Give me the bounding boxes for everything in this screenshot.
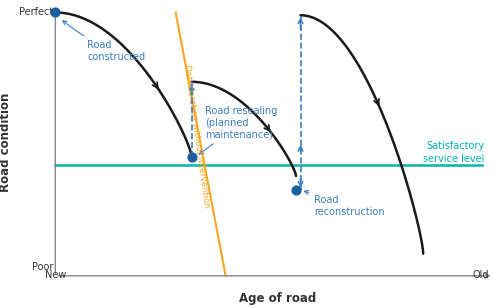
Text: Poor: Poor: [32, 262, 53, 273]
Text: Old: Old: [472, 270, 489, 280]
Text: Age of road: Age of road: [239, 292, 316, 306]
Point: [52, 10, 60, 15]
Text: Deterioration without intervention: Deterioration without intervention: [182, 64, 210, 208]
Text: Road condition: Road condition: [0, 93, 12, 192]
Point: [188, 154, 196, 159]
Text: Perfect: Perfect: [19, 7, 53, 18]
Point: [292, 187, 300, 192]
Text: New: New: [44, 270, 66, 280]
Text: Road resealing
(planned
maintenance): Road resealing (planned maintenance): [200, 106, 278, 154]
Text: Satisfactory
service level: Satisfactory service level: [423, 141, 484, 164]
Text: Road
constructed: Road constructed: [63, 21, 145, 62]
Text: Road
reconstruction: Road reconstruction: [304, 191, 385, 217]
